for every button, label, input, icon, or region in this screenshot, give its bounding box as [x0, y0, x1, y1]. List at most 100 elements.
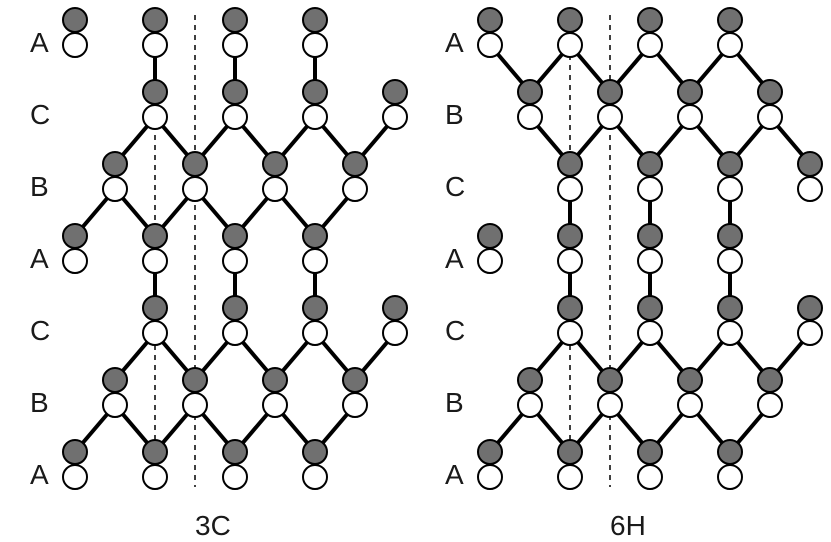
atom-solid	[223, 80, 247, 104]
atom-open	[103, 177, 127, 201]
atom-solid	[383, 80, 407, 104]
atom-open	[478, 465, 502, 489]
row-label: A	[445, 243, 464, 275]
atom-open	[343, 393, 367, 417]
atom-solid	[678, 80, 702, 104]
atom-solid	[558, 440, 582, 464]
atom-solid	[478, 224, 502, 248]
atom-open	[638, 321, 662, 345]
atom-open	[63, 33, 87, 57]
atom-solid	[63, 8, 87, 32]
row-label: C	[445, 171, 465, 203]
atom-open	[718, 33, 742, 57]
atom-solid	[638, 8, 662, 32]
atom-solid	[638, 224, 662, 248]
atom-solid	[518, 80, 542, 104]
atom-open	[103, 393, 127, 417]
atom-solid	[638, 152, 662, 176]
atom-open	[223, 33, 247, 57]
atom-open	[678, 105, 702, 129]
atom-solid	[798, 296, 822, 320]
row-label: B	[30, 171, 49, 203]
atom-open	[718, 321, 742, 345]
atom-open	[223, 249, 247, 273]
atom-open	[263, 393, 287, 417]
atom-open	[558, 321, 582, 345]
atom-solid	[303, 8, 327, 32]
atom-solid	[343, 152, 367, 176]
atom-open	[718, 465, 742, 489]
panel-caption: 3C	[195, 510, 231, 542]
atom-open	[598, 105, 622, 129]
atom-open	[383, 105, 407, 129]
atom-open	[263, 177, 287, 201]
atom-open	[143, 465, 167, 489]
row-label: A	[30, 243, 49, 275]
atom-open	[758, 393, 782, 417]
atom-open	[638, 33, 662, 57]
atom-open	[718, 177, 742, 201]
atom-solid	[143, 440, 167, 464]
atom-open	[383, 321, 407, 345]
diagram-root: ACBACBA3CABCACBA6H	[0, 0, 831, 542]
atom-open	[638, 465, 662, 489]
atom-solid	[143, 80, 167, 104]
atom-solid	[558, 224, 582, 248]
atom-open	[143, 321, 167, 345]
atom-solid	[478, 440, 502, 464]
atom-solid	[638, 296, 662, 320]
atom-solid	[143, 224, 167, 248]
atom-open	[303, 105, 327, 129]
atom-solid	[383, 296, 407, 320]
atom-open	[798, 321, 822, 345]
atom-solid	[718, 152, 742, 176]
atom-open	[343, 177, 367, 201]
atom-open	[758, 105, 782, 129]
atom-open	[303, 33, 327, 57]
row-label: C	[30, 315, 50, 347]
atom-open	[223, 321, 247, 345]
atom-open	[598, 393, 622, 417]
atom-solid	[718, 8, 742, 32]
atom-open	[223, 465, 247, 489]
atom-open	[678, 393, 702, 417]
panel-caption: 6H	[610, 510, 646, 542]
row-label: C	[30, 99, 50, 131]
atom-solid	[598, 80, 622, 104]
atom-solid	[758, 80, 782, 104]
atom-solid	[343, 368, 367, 392]
atom-solid	[638, 440, 662, 464]
atom-open	[63, 465, 87, 489]
row-label: C	[445, 315, 465, 347]
atom-open	[143, 105, 167, 129]
row-label: A	[445, 459, 464, 491]
atom-solid	[303, 440, 327, 464]
row-label: A	[30, 459, 49, 491]
atom-open	[303, 249, 327, 273]
atom-open	[638, 177, 662, 201]
atom-open	[718, 249, 742, 273]
atom-solid	[223, 8, 247, 32]
atom-solid	[63, 440, 87, 464]
atom-solid	[103, 152, 127, 176]
atom-open	[63, 249, 87, 273]
atom-solid	[183, 368, 207, 392]
atom-open	[558, 249, 582, 273]
atom-open	[143, 33, 167, 57]
atom-open	[303, 465, 327, 489]
atom-solid	[143, 8, 167, 32]
atom-solid	[558, 152, 582, 176]
atom-solid	[223, 224, 247, 248]
atom-solid	[183, 152, 207, 176]
atom-solid	[558, 8, 582, 32]
atom-solid	[263, 368, 287, 392]
atom-solid	[223, 296, 247, 320]
atom-open	[478, 33, 502, 57]
lattice-svg	[0, 0, 831, 542]
atom-solid	[718, 440, 742, 464]
atom-solid	[223, 440, 247, 464]
atom-solid	[678, 368, 702, 392]
atom-open	[518, 393, 542, 417]
atom-solid	[143, 296, 167, 320]
atom-solid	[303, 224, 327, 248]
